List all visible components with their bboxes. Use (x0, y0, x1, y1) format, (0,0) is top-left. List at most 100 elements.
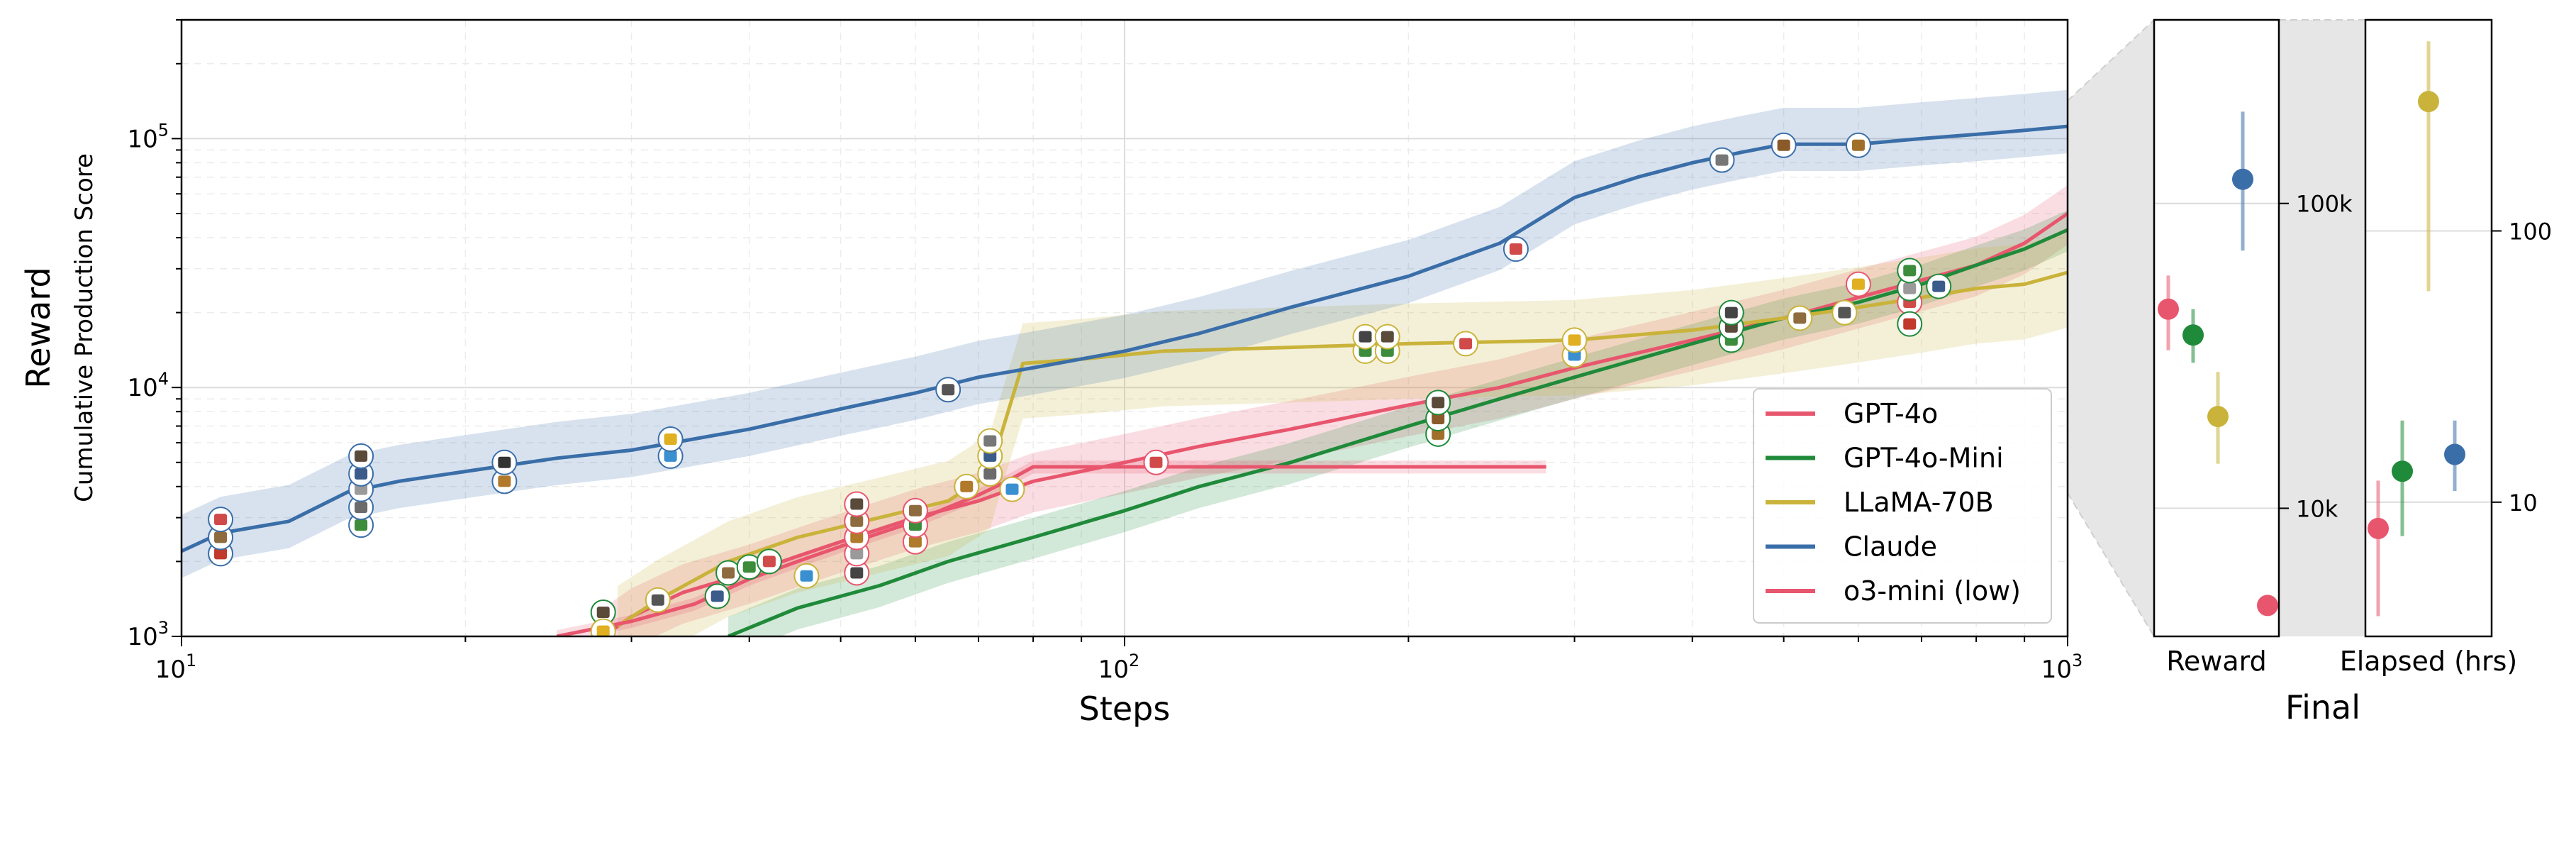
wrench-icon (1838, 306, 1851, 319)
reward-axes-frame (2153, 18, 2280, 638)
marker-wrench-icon (645, 587, 671, 613)
panel-tick-label: 100k (2296, 191, 2353, 218)
flask-icon (1509, 243, 1522, 255)
marker-robot-icon (1352, 324, 1378, 350)
zoom-line-bottom (2067, 492, 2155, 637)
bolt-icon (1851, 278, 1865, 290)
marker-flask-icon (1143, 449, 1169, 475)
point-GPT-4o (2158, 298, 2179, 320)
band-o3-mini (low) (557, 460, 1546, 636)
drill-icon (214, 548, 228, 560)
furnace-icon (1381, 331, 1394, 343)
milestone-markers (208, 132, 1952, 636)
reward-points (2158, 111, 2278, 617)
elapsed-axes-frame (2364, 18, 2493, 638)
line-Claude (182, 124, 2068, 553)
wrench-icon (651, 594, 664, 606)
bolt-icon (596, 625, 610, 636)
inserter-icon (498, 475, 511, 487)
panel-tick-label: 10k (2296, 495, 2338, 522)
marker-bolt-icon (1845, 271, 1871, 297)
chest-icon (1432, 413, 1445, 425)
ore-icon (710, 590, 724, 602)
reward-panel-label: Reward (2166, 646, 2267, 677)
reward-ticks: 10k 100k (2279, 191, 2353, 522)
elapsed-panel-label: Elapsed (hrs) (2340, 646, 2518, 677)
drill-icon (1903, 318, 1917, 330)
band-Claude (182, 89, 2068, 578)
y-tick-label: 104 (127, 369, 169, 402)
marker-wrench-icon (935, 377, 961, 403)
elapsed-points (2368, 41, 2465, 617)
gear-icon (908, 504, 922, 516)
circuit-icon (355, 519, 368, 531)
coal-icon (498, 456, 511, 468)
marker-bolt-icon (657, 426, 684, 453)
marker-flask-icon (208, 507, 234, 533)
point-Claude (2232, 168, 2253, 190)
x-tick-label: 102 (1098, 651, 1140, 684)
marker-circuit-icon (348, 512, 374, 538)
marker-ore-icon (1926, 273, 1952, 299)
y-axis-label: Reward (19, 267, 57, 388)
furnace-icon (596, 607, 610, 619)
marker-furnace-icon (844, 491, 870, 517)
box-icon (1432, 428, 1445, 440)
furnace-icon (355, 450, 368, 462)
robot-icon (850, 567, 864, 579)
pipe-icon (1715, 154, 1729, 166)
furnace-icon (850, 498, 864, 510)
belt-icon (355, 502, 368, 514)
marker-coal-icon (491, 449, 518, 475)
marker-flask-icon (1502, 236, 1529, 263)
marker-gear-icon (1787, 305, 1813, 331)
marker-furnace-icon (1425, 389, 1451, 416)
gear-icon (722, 567, 735, 579)
flask-icon (1459, 338, 1473, 350)
marker-water-icon (999, 476, 1025, 502)
marker-gear-icon (902, 497, 928, 524)
marker-plate-icon (1897, 275, 1923, 302)
robot-icon (1724, 306, 1738, 319)
bolt-icon (1568, 334, 1581, 346)
marker-drill-icon (1897, 311, 1923, 337)
marker-water-icon (793, 563, 820, 589)
band-LLaMA-70B (618, 232, 2068, 636)
plate-icon (1903, 282, 1917, 294)
marker-circuit-icon (1897, 258, 1923, 284)
point-LLaMA-70B (2207, 406, 2229, 428)
x-tick-label: 101 (155, 651, 197, 684)
marker-bolt-icon (1561, 327, 1588, 353)
ore-icon (355, 468, 368, 480)
marker-pipe-icon (1709, 147, 1735, 173)
marker-gear-icon (715, 560, 742, 586)
flask-icon (214, 514, 228, 526)
belt-icon (983, 468, 997, 480)
panel-tick-label: 10 (2509, 490, 2538, 516)
plate-icon (355, 483, 368, 495)
zoom-connector-left (2068, 20, 2154, 636)
robot-icon (1359, 331, 1372, 343)
point-o3-mini (low) (2257, 595, 2278, 617)
marker-flask-icon (1453, 331, 1479, 357)
y-tick-label: 103 (127, 618, 169, 651)
furnace-icon (1432, 397, 1445, 409)
reward-grid (2154, 202, 2279, 509)
marker-furnace-icon (348, 443, 374, 469)
marker-chest-icon (1771, 132, 1797, 158)
inserter-icon (850, 531, 864, 543)
point-GPT-4o (2368, 517, 2389, 539)
final-panel-title: Final (2285, 688, 2360, 726)
marker-pipe-icon (977, 428, 1003, 454)
marker-box-icon (1845, 132, 1871, 158)
point-LLaMA-70B (2418, 91, 2439, 113)
inserter-icon (908, 536, 922, 548)
circuit-icon (1903, 265, 1917, 277)
marker-bolt-icon (590, 618, 616, 636)
chest-icon (1777, 139, 1790, 151)
legend-label: GPT-4o-Mini (1844, 443, 2004, 474)
marker-ore-icon (704, 583, 730, 609)
bolt-icon (664, 433, 677, 446)
y-axis-sublabel: Cumulative Production Score (70, 153, 99, 502)
